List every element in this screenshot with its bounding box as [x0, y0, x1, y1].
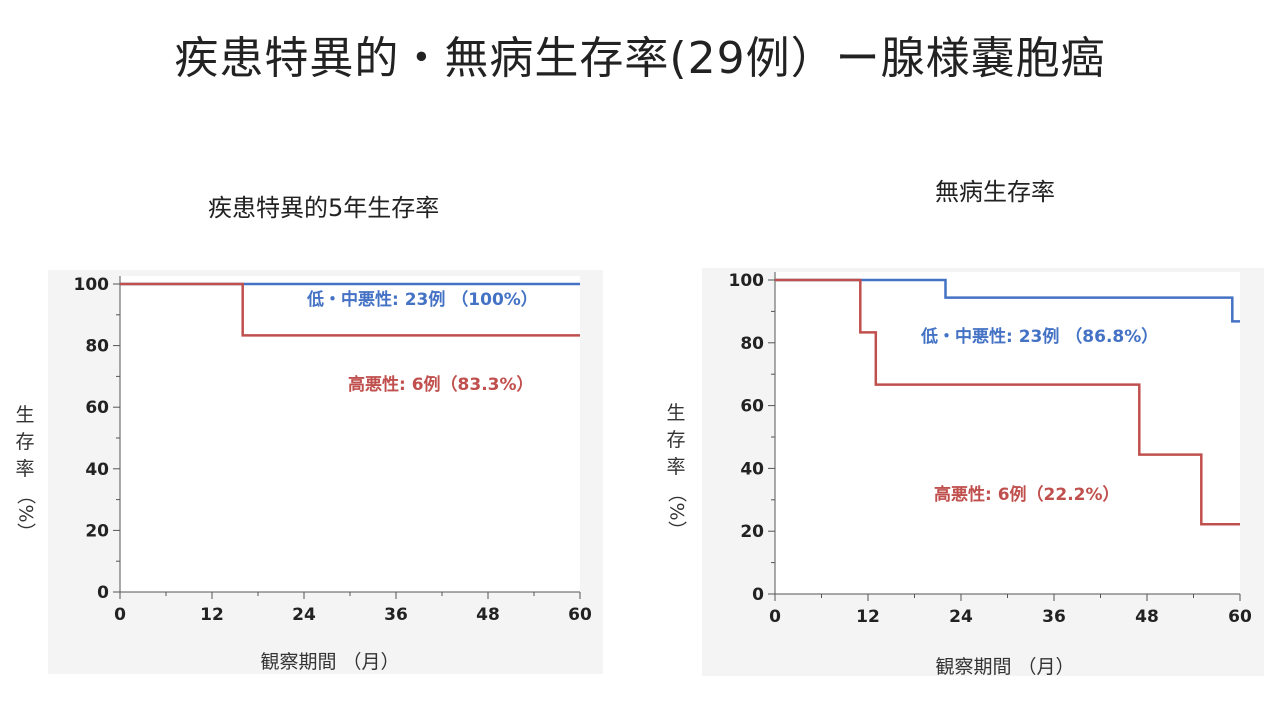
chart-2-ylabel: 生 存 率 （%）	[665, 400, 688, 540]
chart-1-x-tick-label-36: 36	[384, 605, 408, 625]
chart-2-plot: 0 20 40 60 80 100 0 12 24 36 48 60 観察期間 （月） 低・中悪性: 23…	[729, 271, 1252, 678]
chart-1-y-tick-label-40: 40	[85, 460, 109, 480]
chart-2-series-2-line	[775, 278, 1240, 526]
chart-1-series-2-label: 高悪性: 6例（83.3%）	[348, 374, 534, 395]
chart-1-y-tick-label-0: 0	[97, 583, 109, 603]
chart-1-ylabel-char-1: 生	[15, 404, 35, 426]
chart-1-x-tick-label-48: 48	[476, 605, 500, 625]
chart-2-y-tick-label-0: 0	[752, 585, 764, 605]
chart-1-title: 疾患特異的5年生存率	[208, 194, 440, 222]
chart-1-plot-area	[120, 276, 580, 592]
chart-1-series-2-line	[120, 282, 580, 337]
chart-2-title: 無病生存率	[935, 178, 1055, 206]
chart-2-ylabel-char-1: 生	[666, 402, 686, 424]
chart-2-xlabel: 観察期間 （月）	[935, 656, 1074, 678]
chart-2-x-tick-label-24: 24	[949, 607, 973, 627]
chart-1-x-tick-label-24: 24	[292, 605, 316, 625]
chart-1-y-tick-label-20: 20	[85, 521, 109, 541]
chart-1-x-tick-label-0: 0	[114, 605, 126, 625]
chart-1-x-tick-label-60: 60	[568, 605, 592, 625]
chart-2-y-tick-label-80: 80	[740, 334, 764, 354]
chart-2-plot-area	[775, 272, 1240, 594]
chart-1-ylabel-char-2: 存	[15, 431, 35, 453]
chart-2-y-tick-label-20: 20	[740, 522, 764, 542]
chart-2-series-2-label: 高悪性: 6例（22.2%）	[934, 484, 1120, 505]
page-title: 疾患特異的・無病生存率(29例）ー腺様嚢胞癌	[174, 33, 1106, 84]
chart-2-ylabel-char-3: 率	[666, 456, 686, 478]
chart-2-x-tick-label-48: 48	[1135, 607, 1159, 627]
chart-1-y-tick-label-80: 80	[85, 337, 109, 357]
chart-1-ylabel: 生 存 率 （%）	[14, 402, 37, 542]
chart-2-x-tick-label-60: 60	[1228, 607, 1252, 627]
chart-1-xlabel: 観察期間 （月）	[260, 651, 399, 673]
chart-1-ylabel-char-3: 率	[15, 458, 35, 480]
chart-2-y-tick-label-60: 60	[740, 397, 764, 417]
chart-2-y-tick-label-100: 100	[729, 271, 765, 291]
chart-1-series-1-label: 低・中悪性: 23例 （100%）	[306, 289, 538, 310]
chart-1-x-tick-label-12: 12	[200, 605, 224, 625]
chart-2-x-tick-label-0: 0	[769, 607, 781, 627]
chart-2-ylabel-char-2: 存	[666, 429, 686, 451]
chart-2-x-tick-label-36: 36	[1042, 607, 1066, 627]
chart-2-series-1-label: 低・中悪性: 23例 （86.8%）	[920, 326, 1158, 347]
chart-1-y-tick-label-100: 100	[74, 275, 110, 295]
chart-1-plot: 0 20 40 60 80 100 0 12 24 36 48 60 観察期間 （月） 低・中悪性: 23…	[74, 275, 592, 673]
chart-2-y-tick-label-40: 40	[740, 459, 764, 479]
chart-2-x-tick-label-12: 12	[856, 607, 880, 627]
chart-2-series-1-line	[775, 278, 1240, 323]
chart-1-y-tick-label-60: 60	[85, 398, 109, 418]
